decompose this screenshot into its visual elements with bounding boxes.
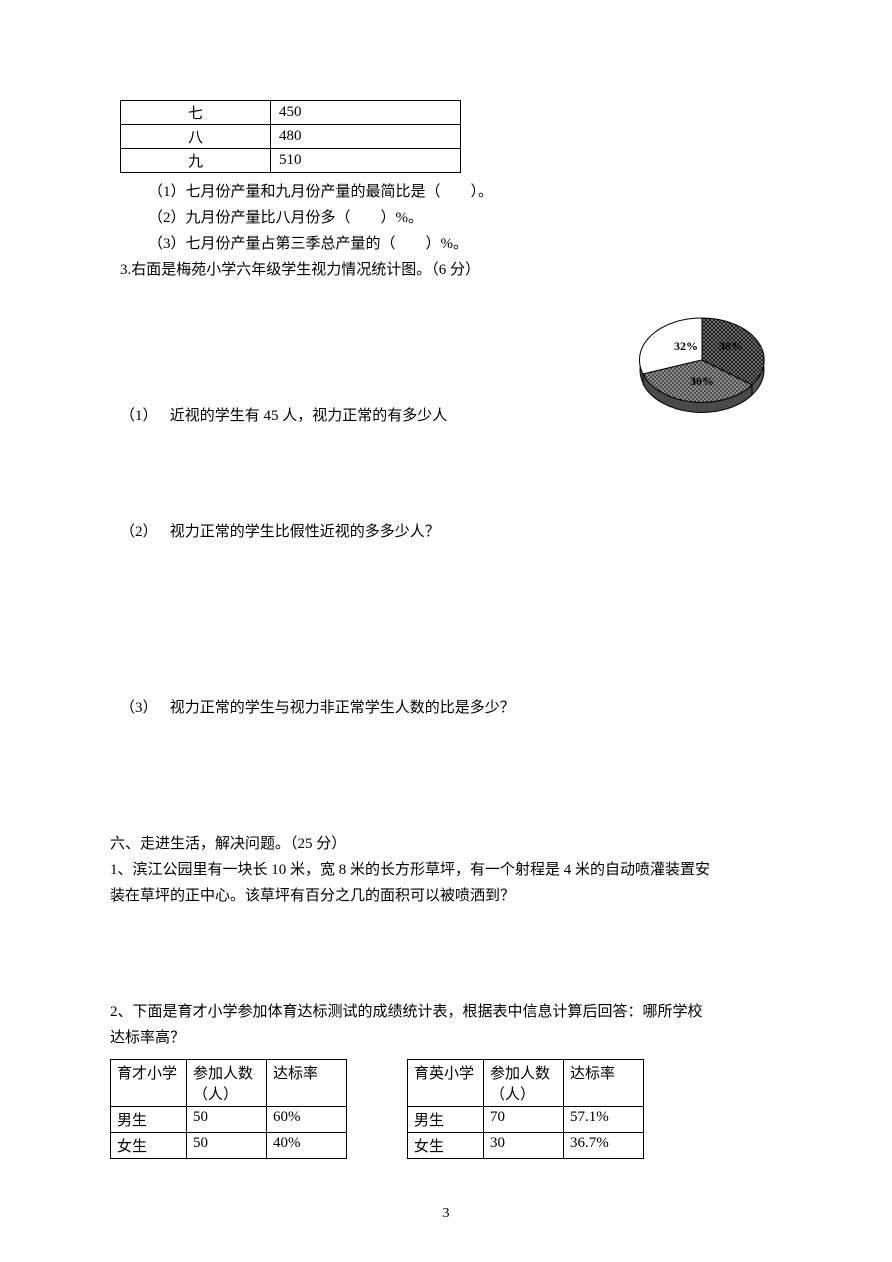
pie-label-b: 38%: [719, 339, 743, 353]
value-cell: 510: [271, 149, 461, 173]
sub-num: （2）: [120, 519, 166, 545]
problem-1-line-a: 1、滨江公园里有一块长 10 米，宽 8 米的长方形草坪，有一个射程是 4 米的…: [110, 857, 782, 883]
table-row: 八 480: [121, 125, 461, 149]
table-header: 参加人数 （人）: [187, 1060, 267, 1107]
header-line: （人）: [490, 1083, 557, 1104]
value-cell: 480: [271, 125, 461, 149]
sub-question-3: （3） 视力正常的学生与视力非正常学生人数的比是多少？: [120, 695, 782, 721]
table-cell: 40%: [267, 1133, 347, 1159]
question-line-1: （1）七月份产量和九月份产量的最简比是（ ）。: [120, 179, 782, 205]
month-production-table: 七 450 八 480 九 510: [120, 100, 461, 173]
table-header: 达标率: [267, 1060, 347, 1107]
table-cell: 36.7%: [564, 1133, 644, 1159]
sub-text: 视力正常的学生与视力非正常学生人数的比是多少？: [170, 700, 515, 716]
table-row: 女生 30 36.7%: [408, 1133, 644, 1159]
sub-text: 近视的学生有 45 人，视力正常的有多少人: [170, 408, 448, 424]
month-cell: 七: [121, 101, 271, 125]
table-cell: 57.1%: [564, 1107, 644, 1133]
yucai-table: 育才小学 参加人数 （人） 达标率 男生 50 60% 女生 50 40%: [110, 1059, 347, 1159]
sub-num: （1）: [120, 403, 166, 429]
header-line: 参加人数: [193, 1062, 260, 1083]
month-cell: 九: [121, 149, 271, 173]
question-line-2: （2）九月份产量比八月份多（ ）%。: [120, 205, 782, 231]
problem-2-line-a: 2、下面是育才小学参加体育达标测试的成绩统计表，根据表中信息计算后回答：哪所学校: [110, 999, 782, 1025]
table-row: 七 450: [121, 101, 461, 125]
table-cell: 50: [187, 1107, 267, 1133]
table-row: 九 510: [121, 149, 461, 173]
table-header: 育才小学: [111, 1060, 187, 1107]
question-line-3: （3）七月份产量占第三季总产量的（ ）%。: [120, 231, 782, 257]
table-row: 育英小学 参加人数 （人） 达标率: [408, 1060, 644, 1107]
table-cell: 50: [187, 1133, 267, 1159]
pie-label-c: 30%: [690, 374, 714, 388]
question-3-intro: 3.右面是梅苑小学六年级学生视力情况统计图。（6 分）: [120, 257, 782, 283]
table-row: 女生 50 40%: [111, 1133, 347, 1159]
table-header: 参加人数 （人）: [484, 1060, 564, 1107]
sub-text: 视力正常的学生比假性近视的多多少人？: [170, 524, 440, 540]
table-cell: 女生: [111, 1133, 187, 1159]
sub-num: （3）: [120, 695, 166, 721]
table-row: 男生 70 57.1%: [408, 1107, 644, 1133]
table-cell: 女生: [408, 1133, 484, 1159]
table-cell: 男生: [408, 1107, 484, 1133]
yuying-table: 育英小学 参加人数 （人） 达标率 男生 70 57.1% 女生 30 36.7…: [407, 1059, 644, 1159]
table-header: 达标率: [564, 1060, 644, 1107]
table-row: 育才小学 参加人数 （人） 达标率: [111, 1060, 347, 1107]
pie-label-a: 32%: [674, 339, 698, 353]
page-number: 3: [0, 1206, 892, 1222]
section-6-heading: 六、走进生活，解决问题。（25 分）: [110, 831, 782, 857]
table-row: 男生 50 60%: [111, 1107, 347, 1133]
table-cell: 60%: [267, 1107, 347, 1133]
table-cell: 男生: [111, 1107, 187, 1133]
value-cell: 450: [271, 101, 461, 125]
page: 七 450 八 480 九 510 （1）七月份产量和九月份产量的最简比是（ ）…: [0, 0, 892, 1262]
problem-2-line-b: 达标率高？: [110, 1025, 782, 1051]
two-tables-row: 育才小学 参加人数 （人） 达标率 男生 50 60% 女生 50 40% 育英…: [110, 1059, 782, 1159]
header-line: 参加人数: [490, 1062, 557, 1083]
sub-question-2: （2） 视力正常的学生比假性近视的多多少人？: [120, 519, 782, 545]
month-cell: 八: [121, 125, 271, 149]
table-header: 育英小学: [408, 1060, 484, 1107]
problem-1-line-b: 装在草坪的正中心。该草坪有百分之几的面积可以被喷洒到？: [110, 883, 782, 909]
header-line: （人）: [193, 1083, 260, 1104]
table-cell: 30: [484, 1133, 564, 1159]
table-cell: 70: [484, 1107, 564, 1133]
pie-chart: 32% 38% 30%: [622, 300, 782, 430]
